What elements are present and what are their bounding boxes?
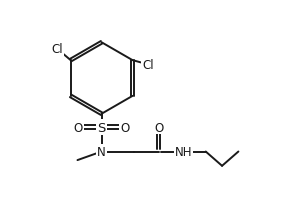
Text: S: S [97, 121, 106, 134]
Text: NH: NH [175, 145, 192, 158]
Text: N: N [97, 145, 106, 158]
Text: Cl: Cl [142, 59, 154, 71]
Text: O: O [120, 121, 130, 134]
Text: O: O [154, 121, 163, 134]
Text: O: O [74, 121, 83, 134]
Text: Cl: Cl [52, 43, 63, 56]
